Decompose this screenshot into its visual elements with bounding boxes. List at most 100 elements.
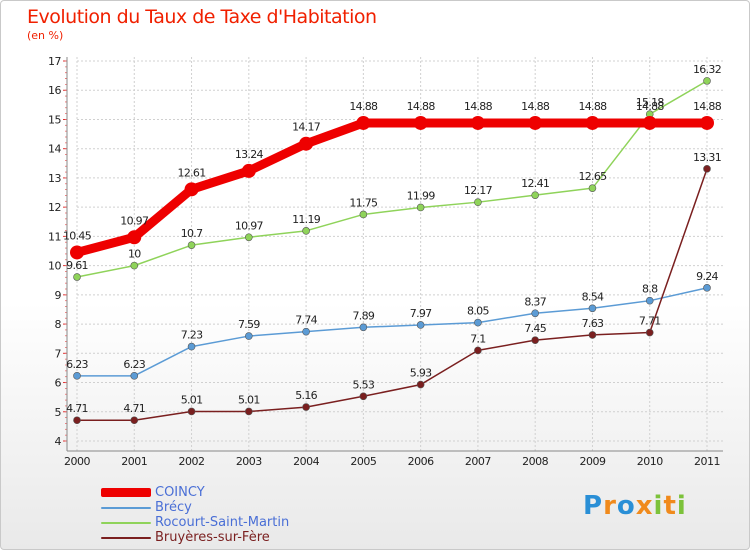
x-tick-label: 2005 xyxy=(350,455,376,468)
legend-label: Bruyères-sur-Fère xyxy=(155,530,270,545)
data-point xyxy=(187,241,196,249)
data-label: 9.24 xyxy=(696,270,718,283)
data-point xyxy=(528,115,543,130)
y-tick-label: 13 xyxy=(48,172,61,185)
data-label: 8.37 xyxy=(524,295,546,308)
legend-label: Rocourt-Saint-Martin xyxy=(155,515,290,530)
y-tick-label: 12 xyxy=(48,201,61,214)
chart-unit-label: (en %) xyxy=(27,29,64,42)
data-point xyxy=(645,296,654,305)
legend-swatch xyxy=(101,488,151,497)
logo-letter: o xyxy=(616,491,636,521)
data-label: 14.88 xyxy=(349,100,378,113)
y-tick-label: 9 xyxy=(55,289,62,302)
data-label: 6.23 xyxy=(123,358,145,371)
data-label: 12.41 xyxy=(521,177,549,190)
data-point xyxy=(470,115,485,130)
data-point xyxy=(359,323,368,332)
data-label: 10.7 xyxy=(181,227,203,240)
series-1 xyxy=(73,284,711,380)
data-point xyxy=(588,331,597,339)
data-label: 14.88 xyxy=(521,100,550,113)
logo-letter: i xyxy=(653,491,664,521)
y-tick-label: 15 xyxy=(48,113,61,126)
data-point xyxy=(645,328,654,337)
data-point xyxy=(130,416,139,425)
legend: COINCY Brécy Rocourt-Saint-Martin Bruyères-… xyxy=(101,485,289,545)
x-tick-label: 2009 xyxy=(579,455,605,468)
logo-letter: i xyxy=(676,491,687,521)
data-label: 7.74 xyxy=(295,314,317,327)
data-point xyxy=(703,284,711,292)
data-point xyxy=(73,372,81,380)
data-label-layer: 10.45 10.97 12.61 13.24 14.17 14.88 14.88 14.88… xyxy=(63,63,722,415)
data-point xyxy=(474,318,482,327)
data-point xyxy=(73,273,81,281)
data-label: 12.61 xyxy=(178,166,206,179)
data-label: 5.01 xyxy=(181,393,203,406)
x-tick-label: 2002 xyxy=(179,455,205,468)
axis-layer: 4 5 6 7 8 9 10 11 12 13 14 15 16 17 2000 2001 2002 2003 20… xyxy=(48,55,723,468)
data-point xyxy=(700,115,714,130)
data-label: 11.99 xyxy=(407,189,436,202)
y-tick-label: 10 xyxy=(48,260,61,273)
y-tick-label: 17 xyxy=(48,55,61,68)
data-label: 14.88 xyxy=(464,100,493,113)
x-tick-label: 2000 xyxy=(64,455,90,468)
data-point xyxy=(588,304,597,313)
data-label: 14.88 xyxy=(407,100,436,113)
data-label: 10.45 xyxy=(63,229,92,242)
data-label: 14.88 xyxy=(636,100,665,113)
logo-letter: P xyxy=(583,491,604,521)
data-label: 7.1 xyxy=(470,332,485,345)
x-tick-label: 2011 xyxy=(694,455,720,468)
legend-item: Rocourt-Saint-Martin xyxy=(101,515,289,530)
data-label: 14.88 xyxy=(693,100,722,113)
data-point xyxy=(127,230,142,245)
data-label: 14.17 xyxy=(292,121,321,134)
data-point xyxy=(299,136,314,151)
data-label: 7.23 xyxy=(181,329,203,342)
legend-item: Bruyères-sur-Fère xyxy=(101,530,289,545)
data-label: 8.54 xyxy=(582,290,604,303)
data-point xyxy=(585,115,600,130)
data-label: 8.05 xyxy=(467,305,489,318)
data-point xyxy=(187,342,196,351)
chart-title: Evolution du Taux de Taxe d'Habitation xyxy=(27,6,377,28)
series-line xyxy=(75,118,707,257)
data-label: 4.71 xyxy=(123,402,145,415)
data-point xyxy=(474,346,482,355)
legend-swatch xyxy=(101,506,151,509)
legend-label: Brécy xyxy=(155,500,192,515)
data-point xyxy=(73,416,81,425)
data-point xyxy=(588,184,597,192)
y-tick-label: 4 xyxy=(55,435,62,448)
data-point xyxy=(359,210,368,219)
data-label: 4.71 xyxy=(66,402,88,415)
x-tick-label: 2006 xyxy=(408,455,434,468)
y-tick-label: 5 xyxy=(55,406,62,419)
y-tick-label: 7 xyxy=(55,347,62,360)
data-point xyxy=(245,332,253,340)
data-label: 16.32 xyxy=(693,63,721,76)
x-tick-label: 2008 xyxy=(522,455,548,468)
x-tick-label: 2003 xyxy=(236,455,262,468)
data-label: 12.65 xyxy=(578,170,607,183)
data-label: 12.17 xyxy=(464,184,493,197)
data-point xyxy=(302,403,310,411)
data-label: 11.75 xyxy=(349,196,378,209)
data-point xyxy=(642,115,657,130)
logo-letter: t xyxy=(663,491,677,521)
data-label: 13.24 xyxy=(235,148,264,161)
series-line xyxy=(77,287,708,377)
data-label: 7.97 xyxy=(410,307,432,320)
series-2 xyxy=(73,77,711,281)
data-point xyxy=(703,77,711,85)
data-point xyxy=(416,203,425,212)
data-label: 8.8 xyxy=(642,283,658,296)
data-label: 15.18 xyxy=(636,96,665,109)
logo-letter: x xyxy=(635,491,654,521)
data-point xyxy=(531,309,539,318)
